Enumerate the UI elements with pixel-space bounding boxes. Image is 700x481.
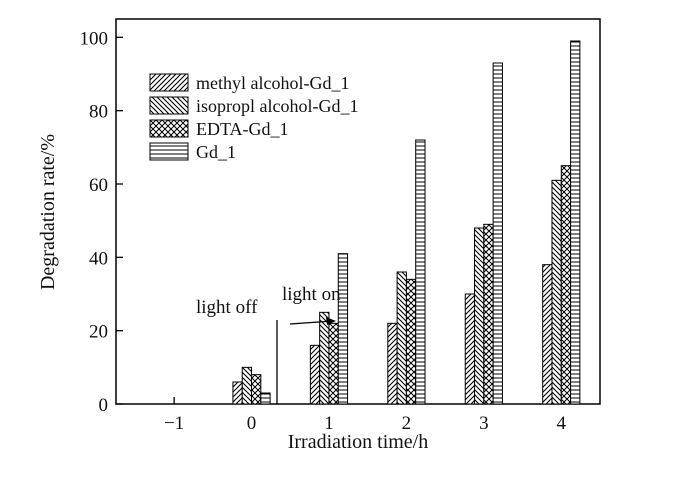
light-on-arrow-shaft [289,320,334,325]
legend-label-isopropl-alcohol: isopropl alcohol-Gd_1 [196,96,358,116]
annotation-group: light off light on [196,284,341,404]
y-axis-title: Degradation rate/% [37,134,59,290]
bar-edta-gd-1-t0 [251,374,262,405]
x-tick-label: 0 [247,413,257,434]
bar-edta-gd-1-t2 [405,278,417,405]
y-tick-label: 80 [89,102,108,123]
bar-isopropl-alcohol-gd-1-t0 [241,366,253,405]
x-tick-label: −1 [164,413,184,434]
bar-methyl-alcohol-gd-1-t1 [309,344,321,405]
y-axis-ticks: 0 20 40 60 80 100 [80,28,123,416]
legend-label-methyl-alcohol: methyl alcohol-Gd_1 [196,73,349,93]
legend: methyl alcohol-Gd_1 isopropl alcohol-Gd_… [149,73,358,162]
bar-gd-1-t4 [570,40,581,405]
bar-methyl-alcohol-gd-1-t4 [542,264,553,405]
y-tick-label: 0 [99,395,109,416]
bar-methyl-alcohol-gd-1-t0 [232,381,243,405]
light-on-arrow-head [326,317,336,325]
y-tick-label: 100 [80,28,109,49]
y-tick-label: 40 [89,248,108,269]
bar-gd-1-t3 [492,62,503,405]
bar-edta-gd-1-t3 [483,223,494,405]
x-tick-label: 2 [402,413,412,434]
x-axis-title: Irradiation time/h [288,431,429,453]
legend-swatch-isopropl-alcohol [149,96,189,115]
bar-isopropl-alcohol-gd-1-t1 [319,311,330,405]
y-tick-label: 20 [89,322,108,343]
x-tick-label: 3 [479,413,489,434]
legend-label-gd1: Gd_1 [196,142,236,162]
plot-frame [115,18,601,405]
bar-isopropl-alcohol-gd-1-t2 [396,271,407,405]
x-axis-ticks: −1 0 1 2 3 4 [164,397,567,434]
legend-swatch-gd1 [149,142,189,161]
light-off-annotation: light off [196,297,258,318]
bar-isopropl-alcohol-gd-1-t4 [551,179,562,405]
bar-methyl-alcohol-gd-1-t3 [464,293,476,405]
light-on-annotation: light on [282,284,341,305]
bar-edta-gd-1-t1 [328,322,339,405]
x-tick-label: 1 [324,413,334,434]
bar-gd-1-t0 [260,392,271,405]
bar-edta-gd-1-t4 [560,165,572,405]
legend-swatch-methyl-alcohol [149,73,189,92]
y-tick-label: 60 [89,175,108,196]
bar-gd-1-t2 [415,139,426,405]
bar-isopropl-alcohol-gd-1-t3 [474,227,485,405]
legend-label-edta: EDTA-Gd_1 [196,119,289,139]
bar-gd-1-t1 [337,253,349,405]
legend-swatch-edta [149,119,189,138]
bars-group [232,40,581,405]
bar-methyl-alcohol-gd-1-t2 [387,322,398,405]
x-tick-label: 4 [557,413,567,434]
